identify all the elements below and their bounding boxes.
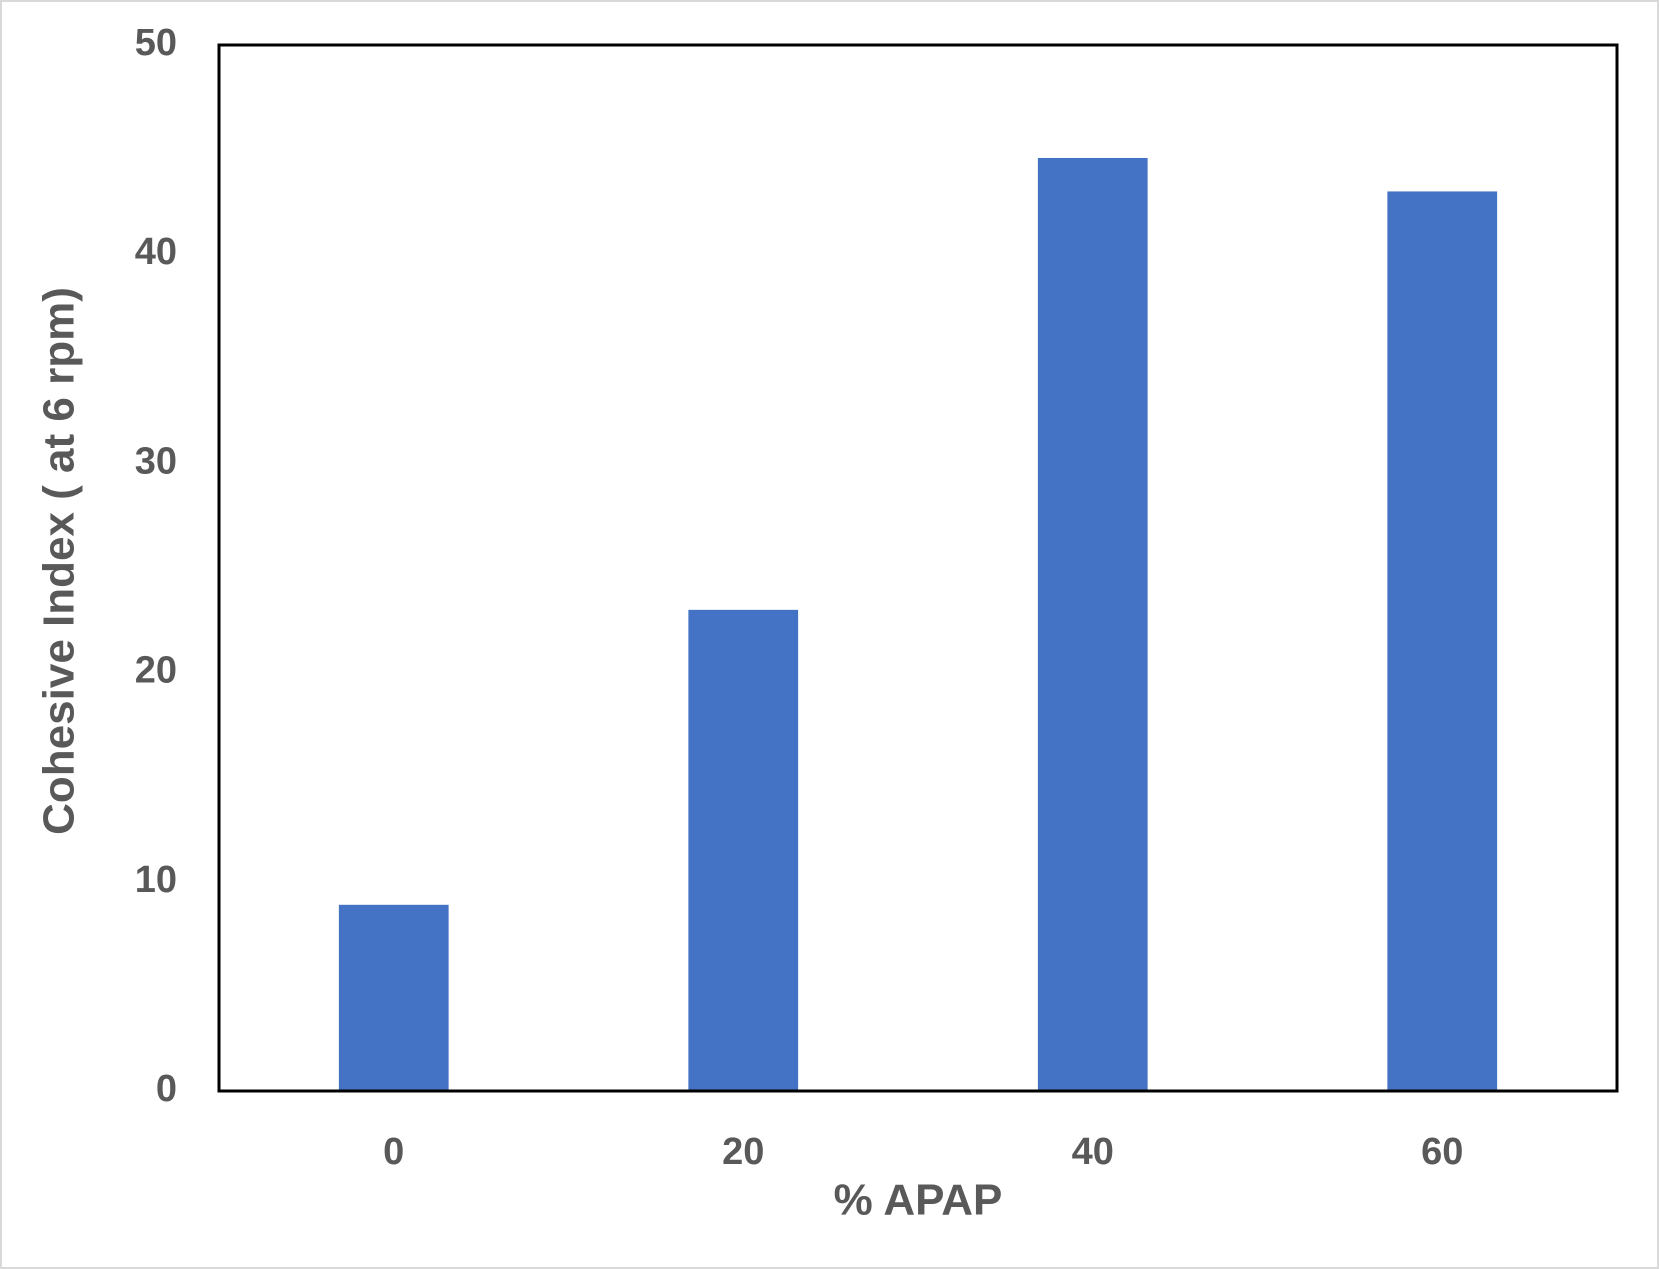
bar <box>1387 191 1498 1091</box>
y-tick-label: 10 <box>135 859 177 901</box>
plot-frame <box>217 43 1619 1093</box>
bar <box>1037 157 1148 1091</box>
y-axis-title: Cohesive Index ( at 6 rpm) <box>35 287 84 835</box>
y-tick-label: 20 <box>135 650 177 692</box>
x-tick-label: 60 <box>1421 1131 1463 1173</box>
x-tick-label: 0 <box>383 1131 404 1173</box>
bar <box>688 609 799 1091</box>
y-tick-label: 0 <box>156 1068 177 1110</box>
x-tick-label: 20 <box>722 1131 764 1173</box>
x-axis-title: % APAP <box>834 1176 1003 1225</box>
y-tick-label: 40 <box>135 231 177 273</box>
y-tick-label: 50 <box>135 22 177 64</box>
x-tick-label: 40 <box>1072 1131 1114 1173</box>
bar <box>338 904 449 1091</box>
y-tick-label: 30 <box>135 440 177 482</box>
